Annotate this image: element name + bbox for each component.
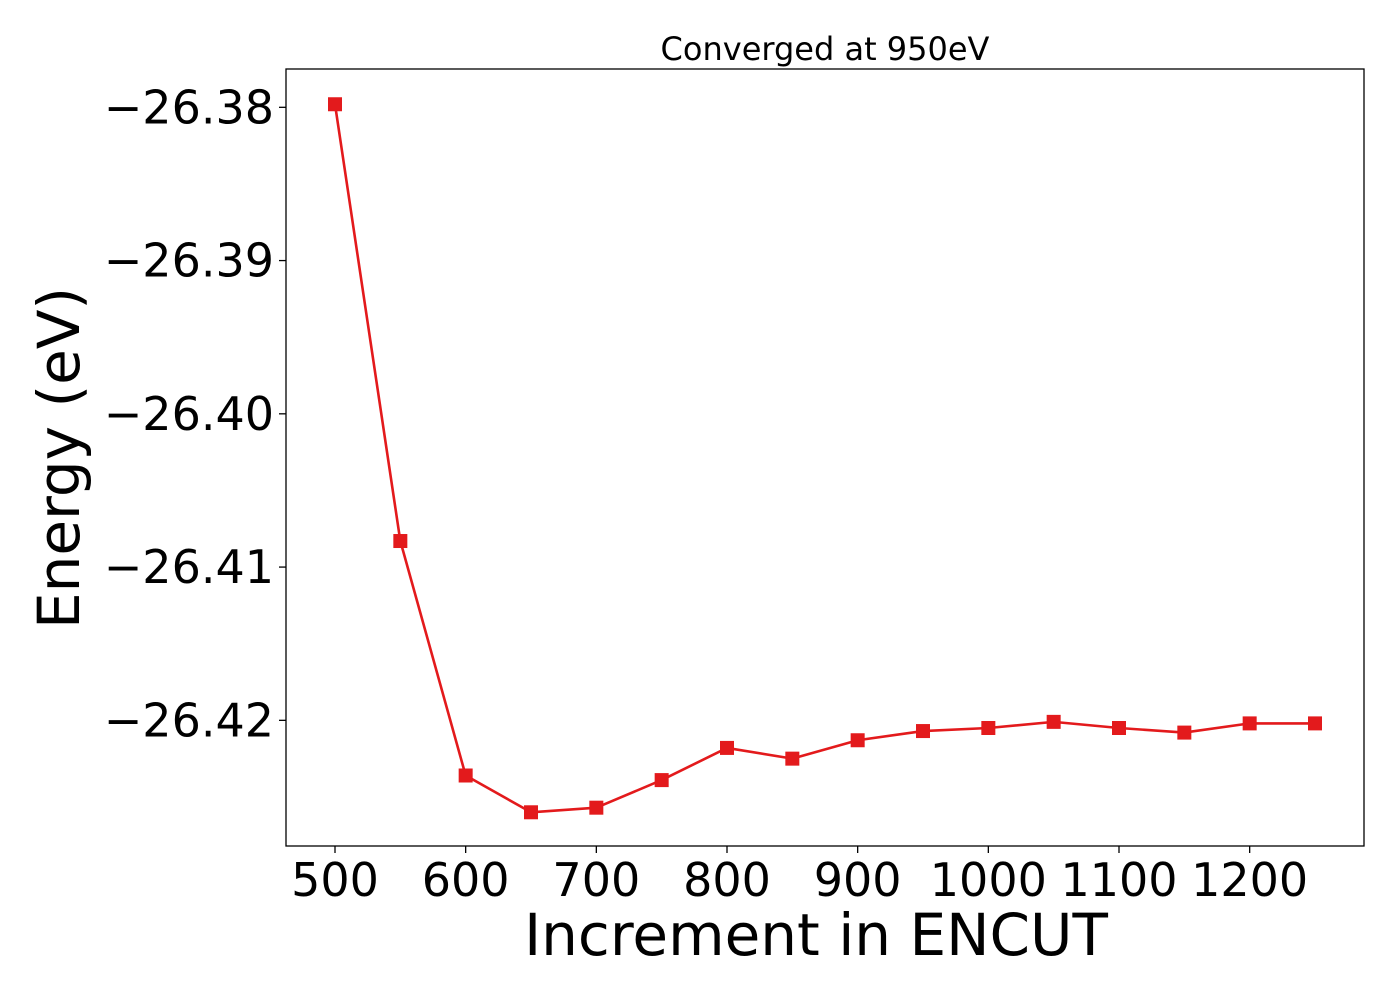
plot-area-frame bbox=[285, 68, 1365, 847]
x-tick-label: 700 bbox=[552, 853, 640, 907]
y-tick-label: −26.41 bbox=[104, 540, 274, 594]
x-tick-label: 800 bbox=[683, 853, 771, 907]
data-point-marker bbox=[393, 534, 408, 549]
x-tick-label: 600 bbox=[422, 853, 510, 907]
data-point-marker bbox=[720, 740, 734, 755]
data-point-marker bbox=[1046, 714, 1061, 729]
x-axis-label: Increment in ENCUT bbox=[524, 901, 1108, 969]
x-tick-label: 500 bbox=[291, 853, 379, 907]
data-point-marker bbox=[524, 805, 538, 820]
chart-title: Converged at 950eV bbox=[661, 30, 990, 68]
x-tick-label: 1100 bbox=[1060, 853, 1177, 907]
data-point-marker bbox=[916, 724, 930, 739]
data-point-marker bbox=[1242, 716, 1257, 731]
x-tick-label: 1200 bbox=[1191, 853, 1308, 907]
data-point-marker bbox=[1177, 725, 1192, 740]
y-tick-label: −26.39 bbox=[104, 234, 274, 288]
series-layer bbox=[328, 97, 1322, 820]
data-point-marker bbox=[1308, 716, 1322, 731]
data-point-marker bbox=[981, 720, 996, 735]
data-point-marker bbox=[654, 773, 669, 788]
data-point-marker bbox=[458, 768, 473, 783]
x-tick-label: 900 bbox=[814, 853, 902, 907]
data-point-marker bbox=[589, 800, 604, 815]
y-axis-label: Energy (eV) bbox=[25, 287, 93, 629]
data-point-marker bbox=[328, 97, 342, 112]
data-point-marker bbox=[1112, 720, 1126, 735]
y-tick-label: −26.42 bbox=[104, 693, 274, 747]
y-tick-label: −26.40 bbox=[104, 387, 274, 441]
axis-ticks: 500 600 700 800 900 1000 1100 1200 −26.38 −26.39 −… bbox=[104, 80, 1308, 907]
data-point-marker bbox=[850, 733, 865, 748]
series-line bbox=[333, 104, 1315, 814]
data-point-marker bbox=[785, 751, 800, 766]
x-tick-label: 1000 bbox=[930, 853, 1047, 907]
y-tick-label: −26.38 bbox=[104, 80, 274, 134]
